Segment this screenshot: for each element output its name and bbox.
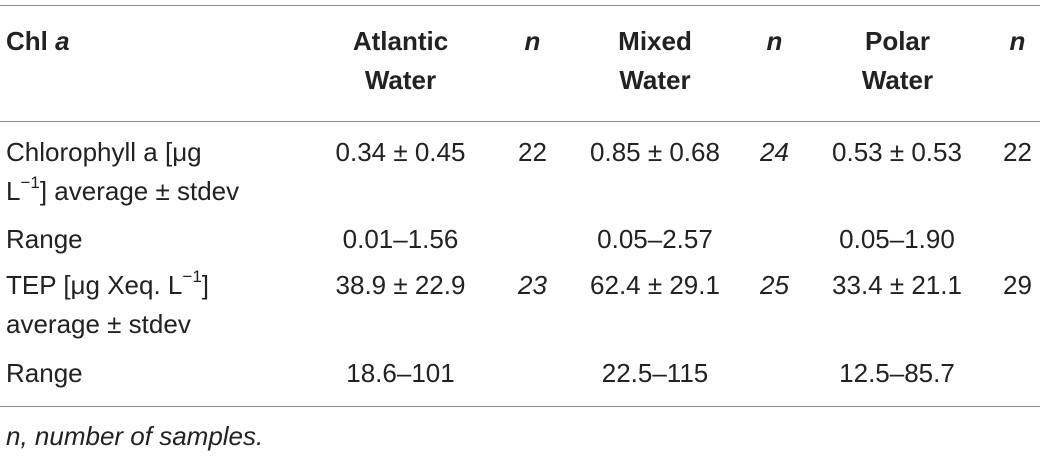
row-chlorophyll-n-polar: 22 bbox=[1003, 137, 1032, 167]
row-chlorophyll-n-mixed: 24 bbox=[760, 137, 789, 167]
row-tep-n-polar: 29 bbox=[1003, 270, 1032, 300]
header-n-polar: n bbox=[1009, 26, 1026, 56]
table-header-rule bbox=[0, 121, 1040, 122]
row-range-2-label: Range bbox=[6, 358, 83, 388]
row-chlorophyll-polar: 0.53 ± 0.53 bbox=[832, 137, 962, 167]
header-chl-a: Chl a bbox=[6, 26, 70, 56]
header-n-atlantic: n bbox=[524, 26, 541, 56]
row-chlorophyll-mixed: 0.85 ± 0.68 bbox=[590, 137, 720, 167]
row-tep-polar: 33.4 ± 21.1 bbox=[832, 270, 962, 300]
row-range-1-mixed: 0.05–2.57 bbox=[597, 224, 713, 254]
table-bottom-rule bbox=[0, 406, 1040, 407]
row-range-2-mixed: 22.5–115 bbox=[601, 358, 709, 388]
row-range-1-polar: 0.05–1.90 bbox=[839, 224, 955, 254]
header-mixed-water: Mixed Water bbox=[618, 26, 692, 95]
row-tep-label: TEP [μg Xeq. L−1] average ± stdev bbox=[6, 267, 210, 339]
row-range-2-polar: 12.5–85.7 bbox=[839, 358, 955, 388]
header-atlantic-water: Atlantic Water bbox=[352, 26, 449, 95]
row-tep-n-mixed: 25 bbox=[760, 270, 789, 300]
header-n-mixed: n bbox=[766, 26, 783, 56]
row-tep-atlantic: 38.9 ± 22.9 bbox=[335, 270, 466, 300]
row-chlorophyll-label: Chlorophyll a [μg L−1] average ± stdev bbox=[6, 137, 240, 206]
row-chlorophyll-atlantic: 0.34 ± 0.45 bbox=[335, 137, 466, 167]
header-polar-water: Polar Water bbox=[861, 26, 934, 95]
row-range-1-label: Range bbox=[6, 224, 83, 254]
row-range-2-atlantic: 18.6–101 bbox=[346, 358, 455, 388]
row-chlorophyll-n-atlantic: 22 bbox=[518, 137, 547, 167]
row-tep-mixed: 62.4 ± 29.1 bbox=[590, 270, 720, 300]
row-range-1-atlantic: 0.01–1.56 bbox=[342, 224, 459, 254]
table-footnote: n, number of samples. bbox=[6, 421, 264, 451]
row-tep-n-atlantic: 23 bbox=[518, 270, 547, 300]
table-top-rule bbox=[0, 5, 1040, 6]
